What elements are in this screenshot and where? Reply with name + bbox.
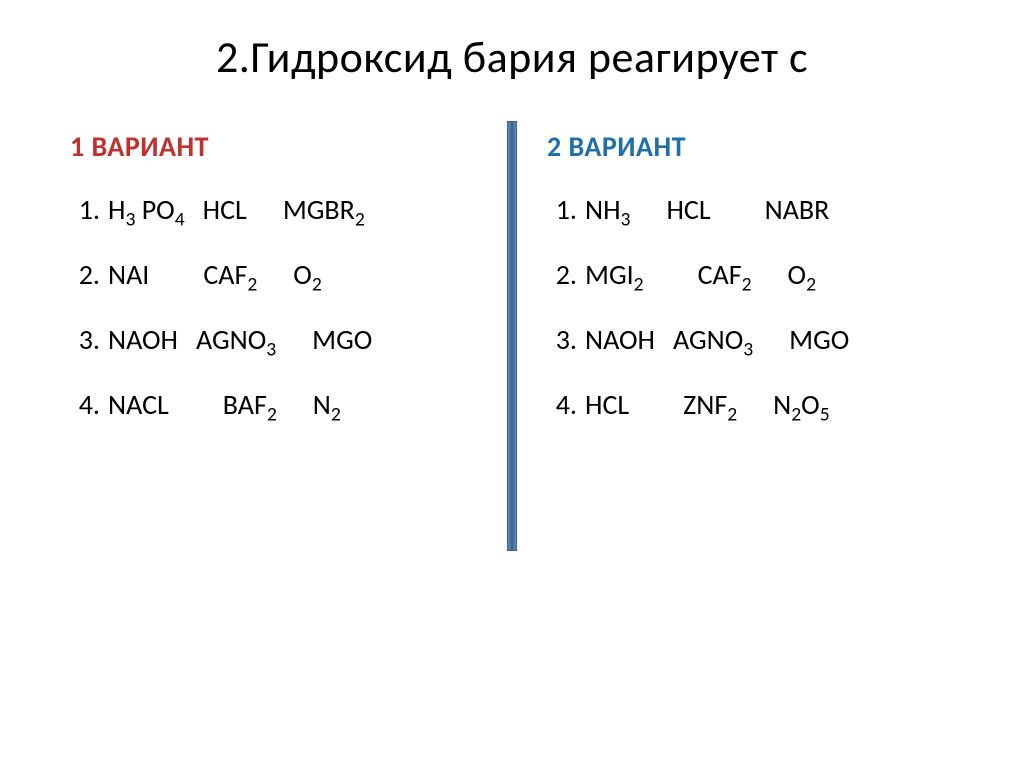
chemical-formula: AgNO3 [196, 322, 276, 357]
chemical-formula: CaF2 [698, 257, 752, 292]
item-content: NaCl BaF2 N2 [108, 387, 477, 422]
list-item: 4.NaCl BaF2 N2 [70, 387, 477, 422]
item-content: NaI CaF2 O2 [108, 257, 477, 292]
chemical-formula: NH3 [585, 192, 630, 227]
chemical-formula: MgO [312, 322, 372, 357]
list-item: 2.MgI2 CaF2 O2 [547, 257, 954, 292]
list-item: 3.NaOH AgNO3 MgO [70, 322, 477, 357]
variant-2-label: 2 вариант [547, 129, 954, 164]
item-content: NaOH AgNO3 MgO [108, 322, 477, 357]
item-number: 2. [70, 257, 108, 292]
chemical-formula: NaI [108, 257, 149, 292]
variant-1-label: 1 вариант [70, 129, 477, 164]
item-content: NaOH AgNO3 MgO [585, 322, 954, 357]
slide: 2.Гидроксид бария реагирует с 1 вариант … [0, 0, 1024, 768]
chemical-formula: MgI2 [585, 257, 644, 292]
list-item: 1.NH3 HCl NaBr [547, 192, 954, 227]
item-content: HCl ZnF2 N2O5 [585, 387, 954, 422]
chemical-formula: NaCl [108, 387, 169, 422]
item-number: 1. [547, 192, 585, 227]
list-item: 3.NaOH AgNO3 MgO [547, 322, 954, 357]
chemical-formula: NaBr [765, 192, 830, 227]
column-divider [507, 121, 517, 551]
chemical-formula: HCl [666, 192, 710, 227]
variant-2-list: 1.NH3 HCl NaBr 2.MgI2 CaF2 O2 3.NaOH AgNO3 MgO 4.… [547, 192, 954, 422]
chemical-formula: H3 PO4 [108, 192, 185, 227]
chemical-formula: HCl [203, 192, 247, 227]
list-item: 1.H3 PO4 HCl MgBr2 [70, 192, 477, 227]
item-number: 4. [70, 387, 108, 422]
item-number: 3. [547, 322, 585, 357]
chemical-formula: CaF2 [203, 257, 257, 292]
chemical-formula: N2O5 [773, 387, 830, 422]
item-content: H3 PO4 HCl MgBr2 [108, 192, 477, 227]
chemical-formula: AgNO3 [673, 322, 753, 357]
chemical-formula: ZnF2 [683, 387, 737, 422]
variant-1-list: 1.H3 PO4 HCl MgBr2 2.NaI CaF2 O2 3.NaOH AgNO3 Mg… [70, 192, 477, 422]
item-number: 4. [547, 387, 585, 422]
chemical-formula: N2 [313, 387, 341, 422]
slide-title: 2.Гидроксид бария реагирует с [60, 30, 964, 84]
item-content: MgI2 CaF2 O2 [585, 257, 954, 292]
chemical-formula: O2 [293, 257, 321, 292]
chemical-formula: MgBr2 [283, 192, 365, 227]
chemical-formula: BaF2 [223, 387, 277, 422]
chemical-formula: HCl [585, 387, 629, 422]
item-number: 1. [70, 192, 108, 227]
item-content: NH3 HCl NaBr [585, 192, 954, 227]
list-item: 4.HCl ZnF2 N2O5 [547, 387, 954, 422]
item-number: 2. [547, 257, 585, 292]
list-item: 2.NaI CaF2 O2 [70, 257, 477, 292]
chemical-formula: NaOH [108, 322, 178, 357]
columns-container: 1 вариант 1.H3 PO4HClMgBr22.NaICaF2O23.N… [60, 129, 964, 728]
item-number: 3. [70, 322, 108, 357]
column-variant-2: 2 вариант 1.NH3 HCl NaBr 2.MgI2 CaF2 O2 3.NaOH… [517, 129, 964, 728]
column-variant-1: 1 вариант 1.H3 PO4HClMgBr22.NaICaF2O23.N… [60, 129, 507, 728]
chemical-formula: NaOH [585, 322, 655, 357]
chemical-formula: O2 [788, 257, 816, 292]
chemical-formula: MgO [789, 322, 849, 357]
